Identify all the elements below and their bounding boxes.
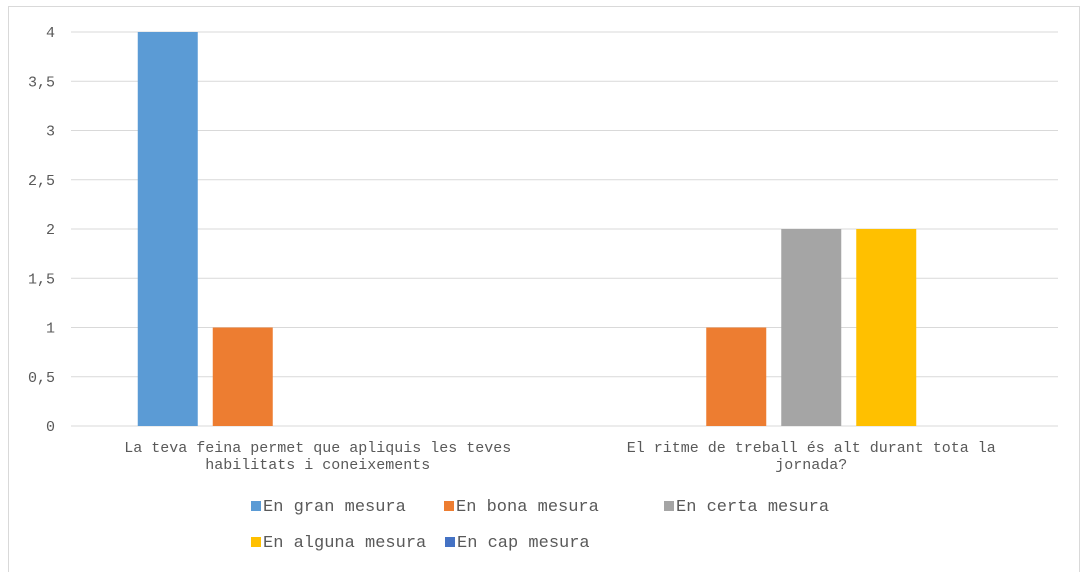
y-tick-label: 4 xyxy=(46,25,55,42)
legend-label: En alguna mesura xyxy=(263,534,426,553)
legend-label: En certa mesura xyxy=(676,498,829,517)
legend-swatch xyxy=(251,537,261,547)
x-category-label: El ritme de treball és alt durant tota l… xyxy=(627,440,996,457)
x-category-label: jornada? xyxy=(775,457,847,474)
legend-swatch xyxy=(445,537,455,547)
legend-label: En cap mesura xyxy=(457,534,590,553)
y-tick-label: 3 xyxy=(46,124,55,141)
y-tick-label: 3,5 xyxy=(28,74,55,91)
bar xyxy=(137,32,198,426)
legend-label: En bona mesura xyxy=(456,498,599,517)
bar xyxy=(706,327,767,426)
x-category-label: La teva feina permet que apliquis les te… xyxy=(124,440,511,457)
legend-swatch xyxy=(251,501,261,511)
y-tick-label: 0,5 xyxy=(28,370,55,387)
bar xyxy=(781,229,842,426)
y-tick-label: 1,5 xyxy=(28,271,55,288)
y-tick-label: 2,5 xyxy=(28,173,55,190)
y-tick-label: 2 xyxy=(46,222,55,239)
legend-label: En gran mesura xyxy=(263,498,406,517)
y-tick-label: 0 xyxy=(46,419,55,436)
bar xyxy=(856,229,917,426)
legend-swatch xyxy=(664,501,674,511)
y-tick-label: 1 xyxy=(46,321,55,338)
bar xyxy=(212,327,273,426)
x-category-label: habilitats i coneixements xyxy=(205,457,430,474)
legend-swatch xyxy=(444,501,454,511)
